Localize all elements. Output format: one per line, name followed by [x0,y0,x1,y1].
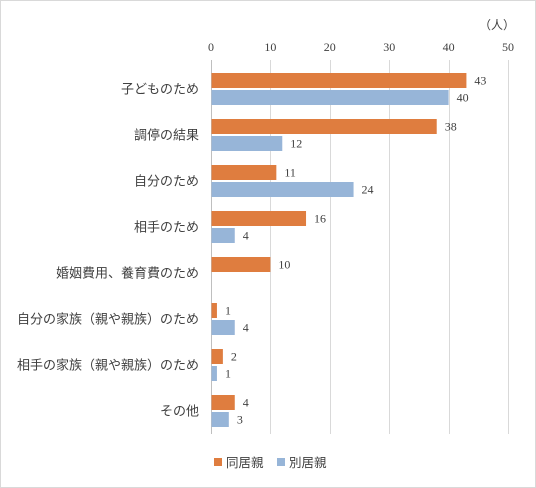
x-tick-label: 40 [443,40,455,54]
legend-label-cohabiting-parent: 同居親 [226,456,264,470]
x-tick-label: 0 [208,40,214,54]
bar-cohabiting-parent [211,165,277,180]
data-label-cohabiting-parent: 10 [278,258,290,272]
data-label-noncohabiting-parent: 12 [290,137,302,151]
bars [211,73,467,427]
bar-noncohabiting-parent [211,182,354,197]
bar-noncohabiting-parent [211,412,229,427]
data-label-cohabiting-parent: 2 [231,350,237,364]
bar-cohabiting-parent [211,257,271,272]
legend-label-noncohabiting-parent: 別居親 [289,456,327,470]
data-label-cohabiting-parent: 43 [474,74,486,88]
x-tick-label: 30 [383,40,395,54]
bar-cohabiting-parent [211,303,217,318]
category-label: 調停の結果 [134,128,199,143]
data-label-cohabiting-parent: 16 [314,212,326,226]
data-label-cohabiting-parent: 1 [225,304,231,318]
category-label: 相手の家族（親や親族）のため [17,358,199,373]
legend: 同居親 別居親 [214,456,327,470]
bar-noncohabiting-parent [211,228,235,243]
bar-noncohabiting-parent [211,366,217,381]
bar-cohabiting-parent [211,73,467,88]
category-label: 自分の家族（親や親族）のため [17,312,199,327]
bar-cohabiting-parent [211,119,437,134]
data-label-noncohabiting-parent: 40 [457,91,469,105]
bar-noncohabiting-parent [211,90,449,105]
category-label: 子どものため [121,82,199,97]
category-label: 自分のため [134,174,199,189]
category-labels: 子どものため調停の結果自分のため相手のため婚姻費用、養育費のため自分の家族（親や… [17,82,199,419]
category-label: その他 [160,404,199,419]
x-tick-label: 50 [502,40,514,54]
data-label-noncohabiting-parent: 3 [237,413,243,427]
category-label: 婚姻費用、養育費のため [56,266,199,281]
x-tick-label: 10 [264,40,276,54]
unit-label: （人） [479,18,515,32]
legend-swatch-noncohabiting-parent [277,458,285,466]
bar-noncohabiting-parent [211,320,235,335]
bar-cohabiting-parent [211,211,307,226]
x-tick-label: 20 [324,40,336,54]
data-label-cohabiting-parent: 38 [445,120,457,134]
bar-noncohabiting-parent [211,136,283,151]
data-label-noncohabiting-parent: 4 [243,229,249,243]
data-label-noncohabiting-parent: 4 [243,321,249,335]
data-label-noncohabiting-parent: 24 [362,183,374,197]
bar-cohabiting-parent [211,349,223,364]
category-label: 相手のため [134,220,199,235]
bar-cohabiting-parent [211,395,235,410]
legend-swatch-cohabiting-parent [214,458,222,466]
data-label-noncohabiting-parent: 1 [225,367,231,381]
data-label-cohabiting-parent: 11 [284,166,296,180]
data-label-cohabiting-parent: 4 [243,396,249,410]
x-tick-labels: 0 10 20 30 40 50 [208,40,514,54]
